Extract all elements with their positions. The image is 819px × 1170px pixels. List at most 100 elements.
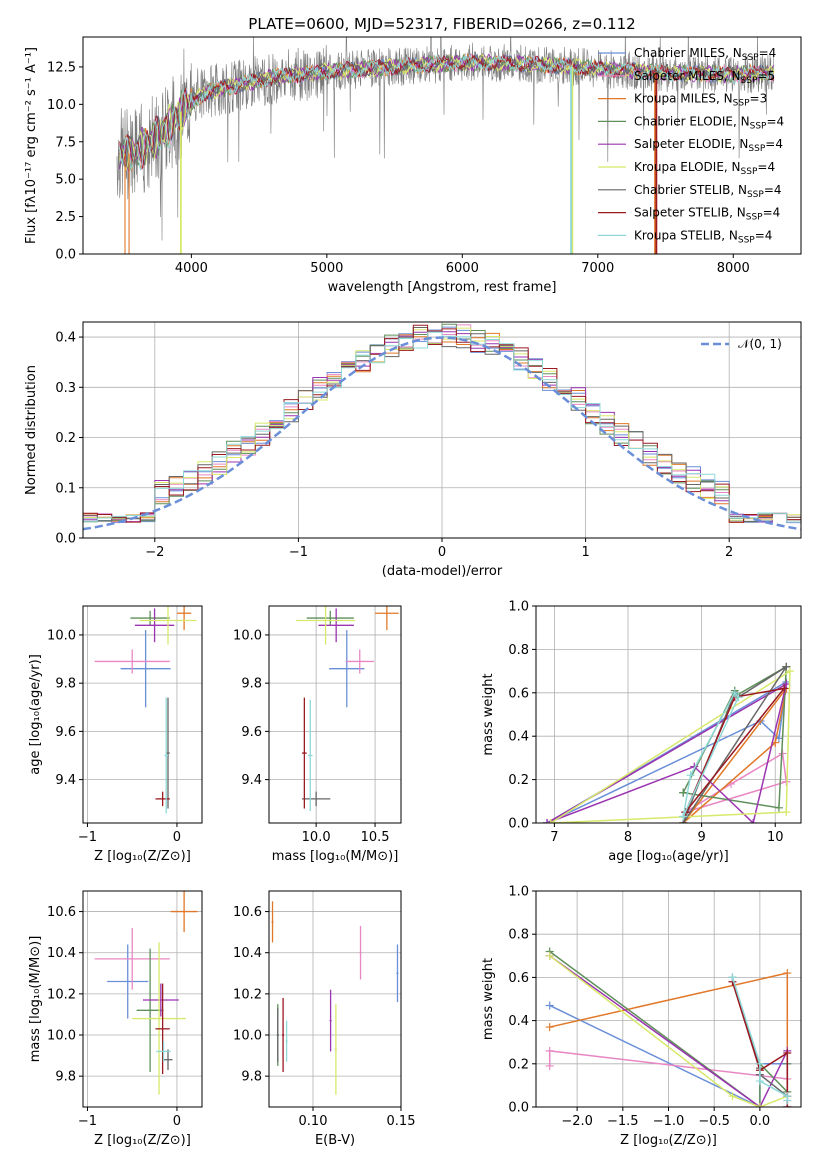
series-point [543,819,552,823]
series-point [545,1023,554,1032]
spectrum-frame [82,36,802,255]
series-point [728,973,737,982]
age_vs_mass-grid [269,606,401,823]
series-point [546,819,555,823]
errorbar-point [276,1008,279,1062]
model-drop [179,111,182,254]
weight_vs_age-marks [543,662,794,823]
errorbar-point [176,606,192,631]
y-tick-label: 10.6 [233,905,262,920]
y-tick-label: 0.6 [508,686,529,701]
series-point [545,1046,554,1055]
mass_vs_Z-ylabel: mass [log₁₀(M/M⊙)] [28,936,43,1063]
x-tick-label: 8 [624,830,632,845]
series-line [685,752,788,813]
model-drop [571,66,574,254]
weight_vs_Z-frame [535,890,802,1108]
series-line [549,955,788,1107]
x-tick-label: −2.0 [561,1114,593,1129]
age_vs_Z-panel: −1 0 9.4 9.6 9.8 10.0 Z [log₁₀(Z/Z⊙)] age [log₁… [28,605,203,864]
weight_vs_age-ylabel: mass weight [481,673,496,755]
legend-entry: Salpeter STELIB, NSSP=4 [634,206,780,223]
y-tick-label: 9.8 [55,1070,76,1085]
y-tick-label: 0.3 [55,381,76,396]
series-point [755,1077,764,1086]
x-tick-label: 0 [173,1114,181,1129]
y-tick-label: 10.6 [47,905,76,920]
series-point [734,693,743,702]
gaussian-curve [83,336,801,531]
y-tick-label: 0.2 [508,1057,529,1072]
weight_vs_Z-ylabel: mass weight [481,958,496,1040]
errorbar-point [163,1049,173,1070]
x-tick-label: 10 [767,830,784,845]
y-tick-label: 0.4 [508,1014,529,1029]
x-tick-label: 1 [581,545,589,560]
series-line [684,687,786,813]
x-tick-label: −1.5 [607,1114,639,1129]
residuals-marks [83,323,801,531]
age_vs_mass-marks [296,606,399,811]
series-point [783,1049,792,1057]
model-spectrum [119,54,775,170]
errorbar-point [329,989,332,1052]
errorbar-point [302,697,307,809]
errorbar-point [130,610,170,626]
series-point [755,1059,764,1068]
errorbar-point [302,791,331,807]
errorbar-point [164,697,168,814]
y-tick-label: 10.4 [47,946,76,961]
errorbar-point [107,944,149,1019]
x-tick-label: 0.15 [387,1114,416,1129]
x-tick-label: 5000 [310,261,343,276]
residuals-frame [82,321,802,539]
errorbar-point [142,983,179,1017]
legend-entry: Chabrier MILES, NSSP=4 [634,46,776,63]
mass_vs_EBV-grid [269,891,402,1107]
y-tick-label: 0.4 [508,730,529,745]
series-point [782,808,791,817]
errorbar-point [156,1041,171,1062]
series-point [782,662,791,671]
weight_vs_age-frame [535,605,802,824]
y-tick-label: 10.0 [47,1029,76,1044]
errorbar-point [155,983,170,1075]
y-tick-label: 10.0 [47,628,76,643]
x-tick-label: −1 [289,545,308,560]
series-point [783,969,792,978]
y-tick-label: 0.0 [55,532,76,547]
x-tick-label: −1 [78,1114,97,1129]
y-tick-label: 9.6 [55,725,76,740]
errorbar-point [94,928,170,990]
age_vs_Z-xlabel: Z [log₁₀(Z/Z⊙)] [94,849,191,864]
series-point [780,684,789,693]
y-tick-label: 0.0 [508,817,529,832]
y-tick-label: 0.8 [508,928,529,943]
errorbar-point [285,1020,288,1062]
legend-entry: Salpeter ELODIE, NSSP=4 [634,137,783,154]
errorbar-point [170,891,198,933]
y-tick-label: 9.4 [55,773,76,788]
mass_vs_Z-panel: −1 0 9.8 10.0 10.2 10.4 10.6 Z [log₁₀(Z/Z⊙)] mas… [28,890,203,1148]
x-tick-label: 7 [550,830,558,845]
series-point [545,1001,554,1010]
mass_vs_EBV-panel: 0.10 0.15 9.8 10.0 10.2 10.4 10.6 E(B-V) [233,890,416,1148]
errorbar-point [271,901,274,943]
errorbar-point [396,944,399,1003]
spectrum-ylabel: Flux [fλ10⁻¹⁷ erg cm⁻² s⁻¹ A⁻¹] [24,47,39,244]
weight_vs_Z-marks [545,947,792,1107]
errorbar-point [345,649,374,674]
weight_vs_Z-xlabel: Z [log₁₀(Z/Z⊙)] [620,1133,717,1148]
y-tick-label: 9.8 [241,677,262,692]
x-tick-label: −2 [145,545,164,560]
errorbar-point [318,608,354,643]
x-tick-label: 2 [725,545,733,560]
y-tick-label: 10.2 [47,987,76,1002]
y-tick-label: 7.5 [55,135,76,150]
y-tick-label: 0.2 [508,773,529,788]
series-point [783,1096,792,1105]
errorbar-point [334,1004,337,1095]
series-line [682,688,788,823]
y-tick-label: 9.6 [241,725,262,740]
